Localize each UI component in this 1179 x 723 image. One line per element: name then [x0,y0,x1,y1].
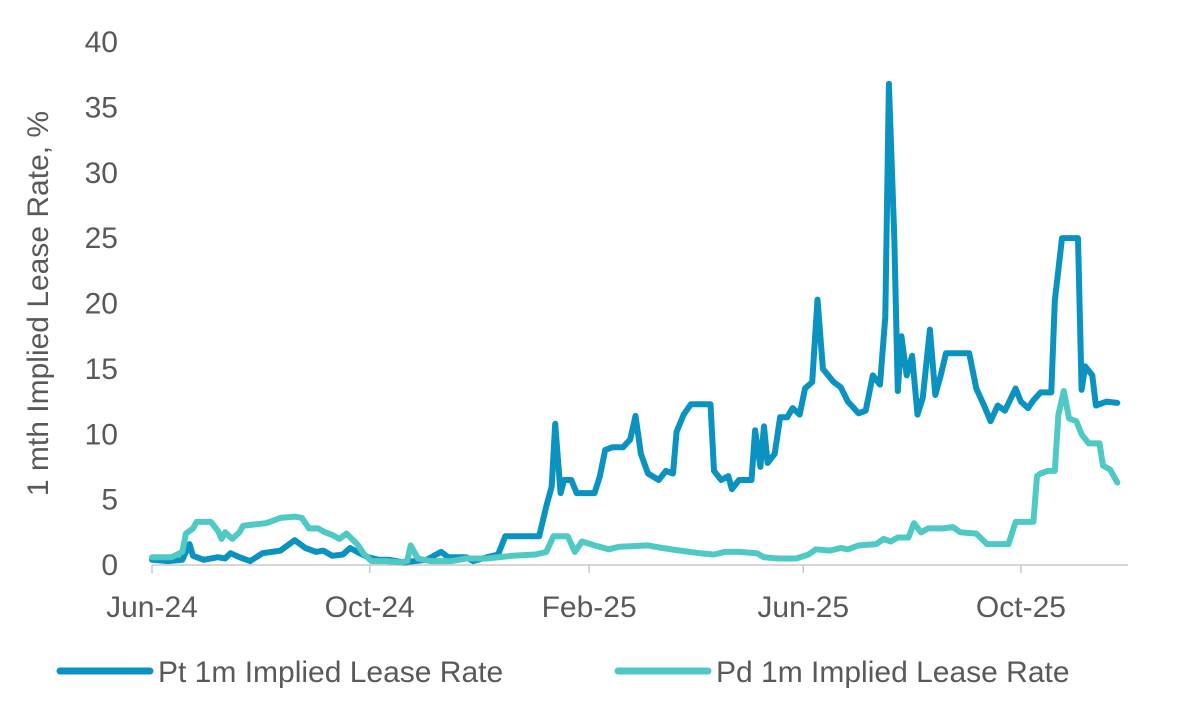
y-axis-title-group: 1 mth Implied Lease Rate, % [22,111,55,496]
legend-label-pd: Pd 1m Implied Lease Rate [716,656,1070,689]
y-tick-label: 5 [101,484,118,517]
y-axis-ticks: 0 5 10 15 20 25 30 35 40 [85,26,118,582]
y-tick-label: 40 [85,26,118,59]
series-layer [149,80,1121,566]
y-tick-label: 30 [85,157,118,190]
y-tick-label: 10 [85,418,118,451]
x-tick-label: Feb-25 [542,591,637,624]
y-tick-label: 25 [85,222,118,255]
x-tick-label: Oct-25 [976,591,1066,624]
y-tick-label: 35 [85,91,118,124]
series-line-pt [149,80,1121,566]
y-tick-label: 15 [85,353,118,386]
series-line-pd [149,388,1121,566]
legend-label-pt: Pt 1m Implied Lease Rate [158,656,503,689]
x-axis: Jun-24 Oct-24 Feb-25 Jun-25 Oct-25 [106,564,1128,624]
y-tick-label: 20 [85,288,118,321]
x-tick-label: Jun-24 [106,591,198,624]
x-tick-label: Jun-25 [757,591,849,624]
legend: Pt 1m Implied Lease Rate Pd 1m Implied Le… [56,656,1070,689]
y-axis-title: 1 mth Implied Lease Rate, % [22,111,55,496]
x-tick-label: Oct-24 [325,591,415,624]
y-tick-label: 0 [101,549,118,582]
